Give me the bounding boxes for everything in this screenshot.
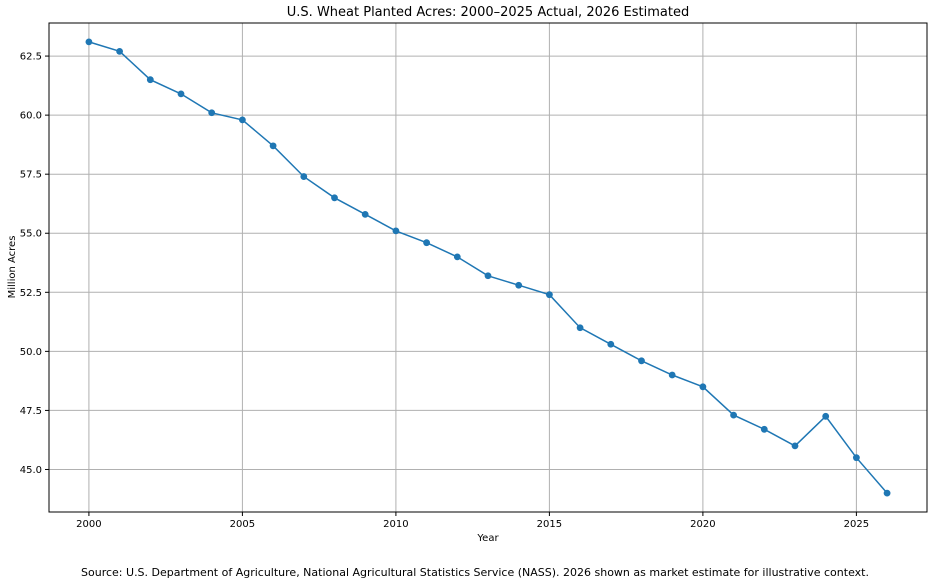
y-tick-label: 55.0 [20, 229, 42, 240]
y-tick-label: 52.5 [20, 288, 42, 299]
x-axis-label: Year [476, 533, 499, 544]
data-point-2020 [699, 383, 707, 391]
grid [49, 23, 927, 512]
data-point-2023 [791, 442, 799, 450]
data-point-2003 [177, 90, 185, 98]
axis-ticks: 2000 2005 2010 2015 2020 2025 45.0 47.5 50.0 52.5… [20, 52, 869, 530]
y-axis-label: Million Acres [7, 236, 18, 299]
data-point-2012 [453, 253, 461, 261]
chart-title: U.S. Wheat Planted Acres: 2000–2025 Actu… [287, 5, 689, 20]
data-point-2005 [239, 116, 246, 124]
data-point-2001 [116, 47, 124, 55]
x-tick-label: 2025 [844, 519, 869, 530]
y-tick-label: 50.0 [20, 347, 42, 358]
data-point-2026 [883, 489, 891, 497]
y-tick-label: 60.0 [20, 111, 42, 122]
data-point-2011 [423, 239, 431, 247]
data-point-2000 [85, 38, 93, 46]
data-point-2018 [638, 357, 645, 365]
data-point-2004 [208, 109, 216, 117]
x-tick-label: 2020 [690, 519, 715, 530]
x-tick-label: 2010 [383, 519, 408, 530]
data-point-2008 [331, 194, 338, 202]
y-tick-label: 47.5 [20, 406, 42, 417]
data-point-2013 [484, 272, 492, 280]
y-tick-label: 57.5 [20, 170, 42, 181]
data-point-2014 [515, 281, 523, 289]
source-note: Source: U.S. Department of Agriculture, … [81, 566, 869, 579]
y-tick-label: 45.0 [20, 465, 42, 476]
data-point-2006 [269, 142, 277, 150]
data-point-2022 [760, 425, 768, 433]
x-tick-label: 2015 [537, 519, 562, 530]
plot-area-frame [48, 22, 928, 513]
data-point-2024 [822, 412, 830, 420]
data-point-2009 [361, 210, 369, 218]
x-tick-label: 2000 [76, 519, 101, 530]
y-tick-label: 62.5 [20, 52, 42, 63]
data-point-2021 [730, 411, 737, 419]
data-point-2010 [392, 227, 400, 235]
data-point-2015 [545, 291, 553, 299]
series-line [88, 41, 888, 494]
x-tick-label: 2005 [230, 519, 255, 530]
data-point-2025 [852, 454, 860, 462]
data-point-2002 [146, 76, 154, 84]
data-point-2019 [668, 371, 676, 379]
data-point-2017 [607, 340, 615, 348]
series-group [85, 38, 891, 497]
data-point-2016 [576, 324, 584, 332]
data-point-2007 [300, 173, 308, 180]
